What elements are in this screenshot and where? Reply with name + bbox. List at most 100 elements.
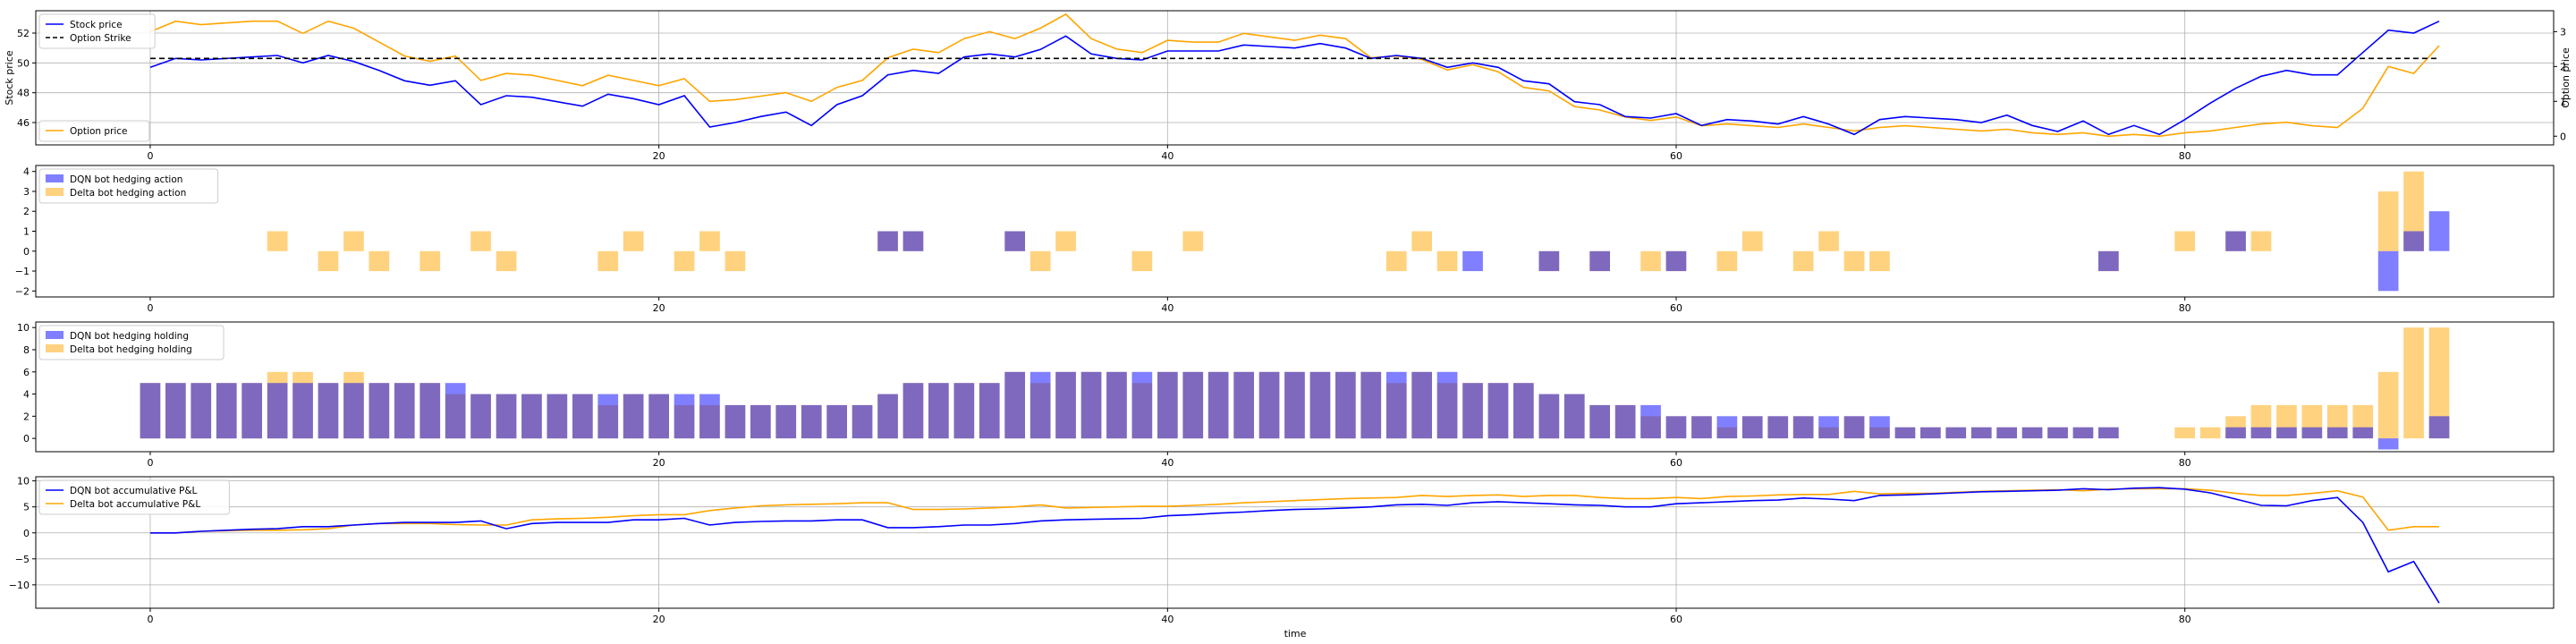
- action-delta-bar: [1716, 250, 1738, 272]
- holding-delta-bar: [2428, 327, 2450, 439]
- action-delta-bar: [1411, 231, 1432, 251]
- action-y-tick-label: 0: [23, 246, 30, 258]
- holding-dqn-bar: [1945, 427, 1967, 439]
- action-dqn-bar: [2428, 211, 2450, 251]
- holding-dqn-bar: [1233, 371, 1254, 439]
- price-legend-box: [38, 13, 156, 49]
- action-legend-swatch: [46, 174, 64, 182]
- holding-dqn-bar: [470, 394, 491, 439]
- action-dqn-bar: [1665, 250, 1687, 272]
- holding-y-tick-label: 6: [23, 367, 30, 378]
- holding-dqn-bar: [1792, 416, 1814, 439]
- holding-dqn-bar: [1513, 383, 1534, 439]
- action-delta-bar: [267, 231, 288, 251]
- pnl-y-tick-label: 5: [23, 502, 30, 513]
- holding-dqn-bar: [496, 394, 517, 439]
- holding-dqn-bar: [1182, 371, 1204, 439]
- holding-dqn-bar: [2428, 416, 2450, 439]
- action-delta-bar: [496, 250, 517, 272]
- holding-dqn-bar: [369, 383, 390, 439]
- action-delta-bar: [369, 250, 390, 272]
- holding-dqn-bar: [1436, 371, 1458, 439]
- holding-dqn-bar: [1385, 371, 1407, 439]
- pnl-frame: [35, 476, 2555, 609]
- holding-dqn-bar: [597, 394, 619, 439]
- holding-x-tick-label: 20: [653, 457, 665, 469]
- holding-dqn-bar: [521, 394, 542, 439]
- holding-dqn-bar: [1563, 394, 1585, 439]
- holding-dqn-bar: [419, 383, 441, 439]
- holding-legend-swatch: [46, 331, 64, 339]
- action-dqn-bar: [1538, 250, 1560, 272]
- holding-dqn-bar: [242, 383, 262, 439]
- action-delta-bar: [1792, 250, 1814, 272]
- pnl-y-tick-label: 10: [17, 476, 30, 487]
- hedging-action-panel: 0 20 40 60 80 −2 −1 0 1 2 3 4 DQN bot hedging action…: [15, 165, 2555, 314]
- holding-delta-bar: [2174, 427, 2195, 439]
- price-x-tick-label: 80: [2179, 150, 2191, 162]
- holding-delta-bar: [2199, 427, 2221, 439]
- holding-dqn-bar: [877, 394, 898, 439]
- holding-dqn-bar: [140, 383, 161, 439]
- accumulative-pnl-panel: 0 20 40 60 80 −10 −5 0 5 10 DQN bot accumulative P…: [9, 476, 2555, 625]
- holding-x-tick-label: 60: [1670, 457, 1682, 469]
- action-delta-bar: [419, 250, 441, 272]
- holding-dqn-bar: [2250, 427, 2272, 439]
- holding-dqn-bar: [1843, 416, 1865, 439]
- action-dqn-bar: [1589, 250, 1610, 272]
- action-delta-bar: [1640, 250, 1661, 272]
- action-delta-bar: [1818, 231, 1839, 251]
- holding-dqn-bar: [2098, 427, 2119, 439]
- holding-x-tick-label: 80: [2179, 457, 2191, 469]
- holding-dqn-bar: [1691, 416, 1712, 439]
- stock-price-line: [149, 20, 2440, 136]
- action-dqn-bar: [902, 231, 924, 251]
- action-delta-bar: [1131, 250, 1153, 272]
- holding-legend-label: Delta bot hedging holding: [70, 344, 192, 355]
- stock-option-price-panel: 0 20 40 60 80 46 48 50 52 0 1 2 3 Stock price Option p…: [4, 10, 2572, 162]
- holding-dqn-bar: [1030, 371, 1051, 439]
- pnl-y-tick-label: −10: [9, 580, 30, 591]
- holding-dqn-bar: [1894, 427, 1916, 439]
- holding-dqn-bar: [2225, 427, 2246, 439]
- holding-dqn-bar: [1208, 371, 1229, 439]
- holding-dqn-bar: [2326, 427, 2348, 439]
- action-x-tick-label: 0: [147, 302, 153, 314]
- price-x-tick-label: 60: [1670, 150, 1682, 162]
- holding-dqn-bar: [292, 383, 313, 439]
- holding-dqn-bar: [623, 394, 644, 439]
- holding-dqn-bar: [1258, 371, 1280, 439]
- holding-y-tick-label: 4: [23, 389, 30, 401]
- action-delta-bar: [470, 231, 491, 251]
- holding-dqn-bar: [165, 383, 186, 439]
- action-delta-bar: [724, 250, 746, 272]
- option-legend-label: Option price: [70, 126, 128, 137]
- pnl-x-tick-label: 80: [2179, 614, 2191, 625]
- action-delta-bar: [674, 250, 695, 272]
- x-axis-label: time: [1284, 628, 1307, 640]
- holding-dqn-bar: [1970, 427, 1992, 439]
- action-delta-bar: [1843, 250, 1865, 272]
- holding-dqn-bar: [1462, 383, 1483, 439]
- holding-dqn-bar: [1411, 371, 1432, 439]
- action-delta-bar: [318, 250, 339, 272]
- action-dqn-bar: [1462, 250, 1483, 272]
- holding-dqn-bar: [1589, 404, 1610, 439]
- holding-dqn-bar: [928, 383, 949, 439]
- holding-dqn-bar: [1487, 383, 1509, 439]
- holding-delta-bar: [2403, 327, 2424, 439]
- holding-dqn-bar: [1080, 371, 1102, 439]
- pnl-y-tick-label: 0: [23, 528, 30, 539]
- holding-dqn-bar: [1818, 416, 1839, 439]
- holding-dqn-bar: [1106, 371, 1127, 439]
- holding-frame: [35, 321, 2555, 453]
- pnl-x-tick-label: 40: [1161, 614, 1174, 625]
- pnl-legend-box: [38, 479, 230, 515]
- holding-dqn-bar: [1335, 371, 1356, 439]
- action-delta-bar: [1436, 250, 1458, 272]
- action-delta-bar: [1055, 231, 1076, 251]
- price-right-y-tick-label: 2: [2560, 61, 2566, 72]
- holding-dqn-bar: [1284, 371, 1305, 439]
- action-x-tick-label: 60: [1670, 302, 1682, 314]
